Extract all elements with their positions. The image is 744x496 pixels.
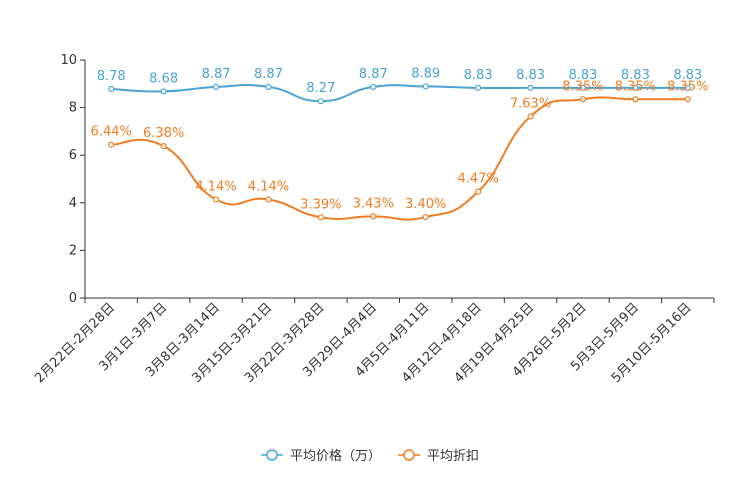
legend-discount-marker-icon xyxy=(403,449,415,461)
data-label-discount: 4.47% xyxy=(457,172,498,187)
data-point-discount[interactable] xyxy=(108,141,115,148)
data-point-price[interactable] xyxy=(475,84,482,91)
series-line-discount xyxy=(111,96,688,221)
data-label-price: 8.27 xyxy=(306,81,335,96)
data-point-price[interactable] xyxy=(317,98,324,105)
data-label-price: 8.83 xyxy=(673,68,702,83)
y-tick-label: 6 xyxy=(69,148,77,163)
data-point-price[interactable] xyxy=(632,84,639,91)
data-label-price: 8.87 xyxy=(359,67,388,82)
data-point-price[interactable] xyxy=(160,88,167,95)
data-point-price[interactable] xyxy=(108,85,115,93)
data-point-price[interactable] xyxy=(370,83,377,90)
data-label-price: 8.87 xyxy=(254,67,283,82)
legend-price-marker-icon xyxy=(266,449,278,461)
data-point-price[interactable] xyxy=(579,84,587,91)
data-point-discount[interactable] xyxy=(527,113,534,120)
data-point-discount[interactable] xyxy=(475,188,482,195)
data-point-discount[interactable] xyxy=(160,143,167,150)
data-label-discount: 7.63% xyxy=(510,96,551,111)
data-label-price: 8.87 xyxy=(202,67,231,82)
data-point-price[interactable] xyxy=(422,83,429,90)
y-tick-label: 10 xyxy=(60,53,77,68)
data-point-discount[interactable] xyxy=(265,196,272,203)
series-line-price xyxy=(111,84,688,103)
legend-price-label: 平均价格（万） xyxy=(290,448,381,464)
legend-discount-label: 平均折扣 xyxy=(427,449,479,464)
data-label-discount: 4.14% xyxy=(248,179,289,194)
legend-item-discount[interactable]: 平均折扣 xyxy=(398,449,479,464)
data-point-discount[interactable] xyxy=(212,196,220,203)
data-point-discount[interactable] xyxy=(317,214,324,221)
data-label-price: 8.78 xyxy=(97,69,126,84)
data-label-price: 8.83 xyxy=(568,68,597,83)
data-label-discount: 6.44% xyxy=(91,125,132,140)
data-label-discount: 8.35% xyxy=(562,79,603,94)
data-point-price[interactable] xyxy=(265,83,272,90)
data-point-price[interactable] xyxy=(684,84,691,91)
data-label-price: 8.83 xyxy=(464,68,493,83)
data-label-price: 8.83 xyxy=(621,68,650,83)
y-tick-label: 0 xyxy=(69,291,77,306)
data-label-discount: 3.39% xyxy=(300,197,341,212)
data-label-price: 8.68 xyxy=(149,71,178,86)
data-label-discount: 8.35% xyxy=(667,79,708,94)
series-price: 8.78 8.68 8.87 8.87 8.27 8.87 8.89 8.83 8.83 8.83… xyxy=(97,66,702,105)
data-point-discount[interactable] xyxy=(422,213,429,221)
data-label-discount: 4.14% xyxy=(195,179,236,194)
data-label-price: 8.89 xyxy=(411,66,440,81)
data-point-discount[interactable] xyxy=(632,96,639,103)
legend-item-price[interactable]: 平均价格（万） xyxy=(261,448,381,464)
data-point-discount[interactable] xyxy=(370,213,377,220)
y-tick-label: 2 xyxy=(69,243,77,258)
data-label-discount: 8.35% xyxy=(615,79,656,94)
data-label-discount: 3.40% xyxy=(405,197,446,212)
data-point-price[interactable] xyxy=(527,84,534,91)
y-tick-label: 8 xyxy=(69,101,77,116)
data-label-price: 8.83 xyxy=(516,68,545,83)
series-discount: 6.44% 6.38% 4.14% 4.14% 3.39% 3.43% 3.40% 4.47%… xyxy=(91,79,708,221)
y-tick-label: 4 xyxy=(69,196,77,211)
data-point-price[interactable] xyxy=(212,83,220,90)
data-label-discount: 6.38% xyxy=(143,126,184,141)
legend: 平均价格（万） 平均折扣 xyxy=(261,448,479,464)
data-point-discount[interactable] xyxy=(579,96,587,103)
data-point-discount[interactable] xyxy=(684,96,691,103)
data-label-discount: 3.43% xyxy=(353,196,394,211)
